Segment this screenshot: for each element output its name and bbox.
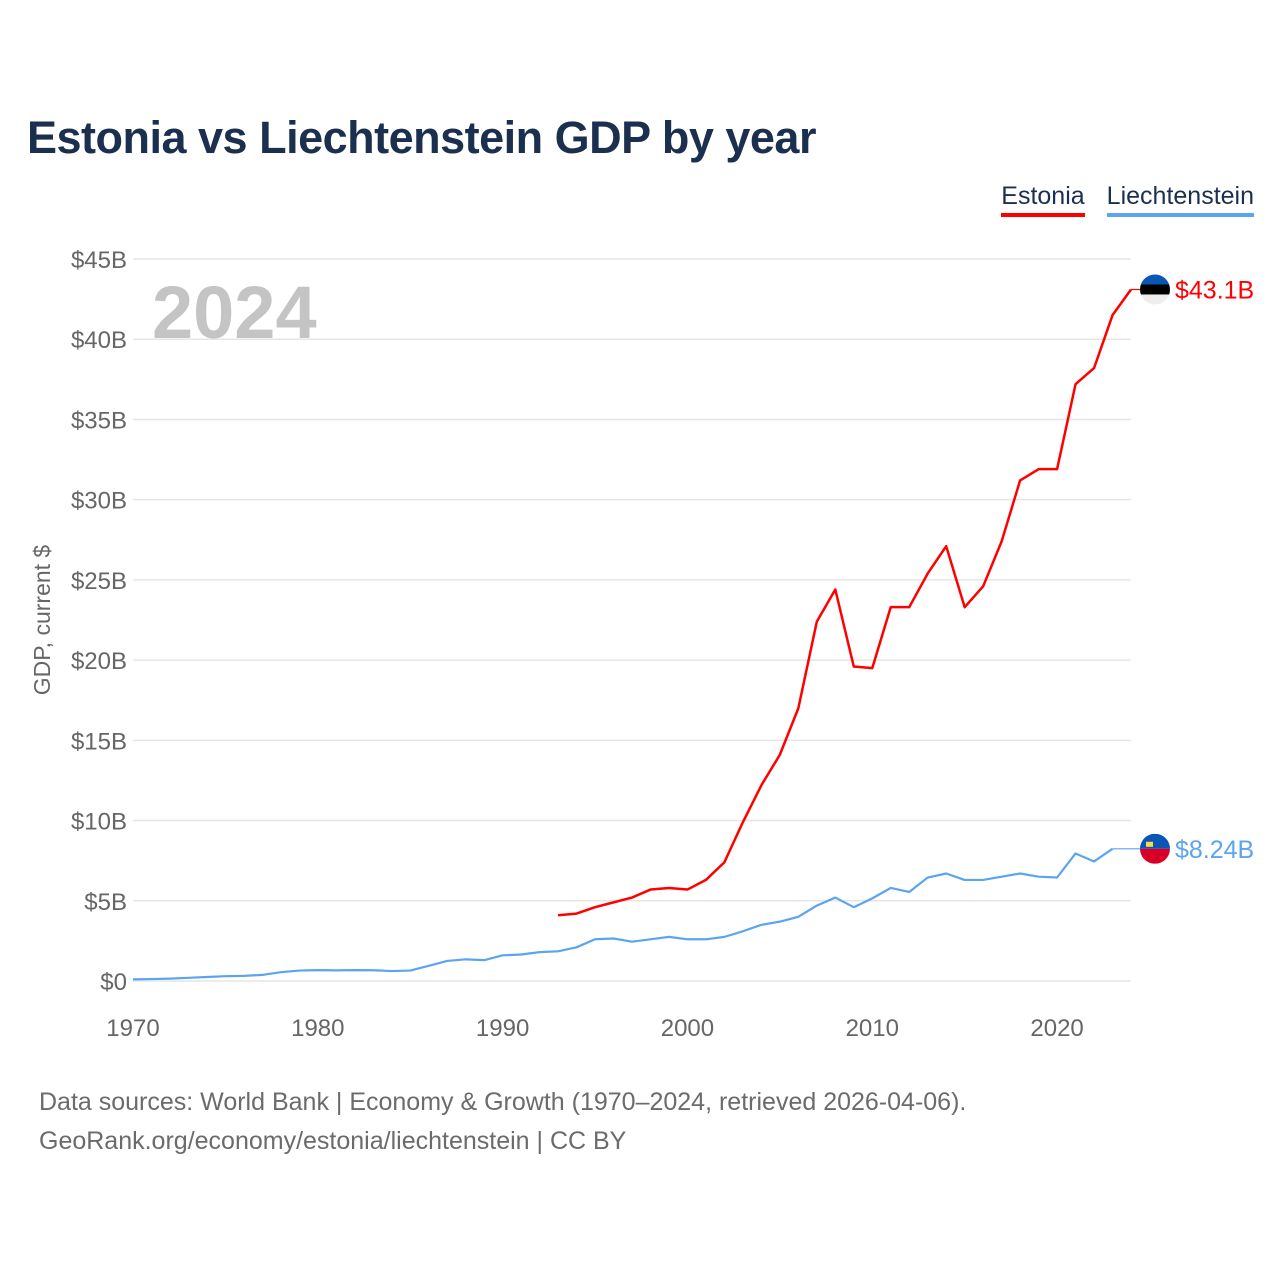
footer-link[interactable]: GeoRank.org/economy/estonia/liechtenstei… bbox=[39, 1127, 627, 1155]
y-axis-label: GDP, current $ bbox=[29, 545, 55, 696]
y-tick-label: $10B bbox=[71, 809, 127, 836]
estonia-flag-icon bbox=[1140, 274, 1170, 305]
end-value-label-estonia: $43.1B bbox=[1175, 276, 1254, 304]
end-value-label-liechtenstein: $8.24B bbox=[1175, 836, 1254, 864]
y-tick-label: $25B bbox=[71, 568, 127, 595]
y-tick-label: $0 bbox=[100, 969, 127, 996]
x-tick-label: 1990 bbox=[476, 1015, 529, 1042]
x-tick-label: 2000 bbox=[661, 1015, 714, 1042]
x-tick-label: 2020 bbox=[1030, 1015, 1083, 1042]
y-tick-label: $40B bbox=[71, 327, 127, 354]
y-tick-label: $20B bbox=[71, 648, 127, 675]
x-tick-label: 1980 bbox=[291, 1015, 344, 1042]
legend-item-liechtenstein[interactable]: Liechtenstein bbox=[1106, 182, 1254, 217]
liechtenstein-flag-icon bbox=[1140, 833, 1170, 864]
legend: Estonia Liechtenstein bbox=[1001, 182, 1254, 217]
y-tick-label: $30B bbox=[71, 488, 127, 515]
x-tick-label: 2010 bbox=[846, 1015, 899, 1042]
series-line-liechtenstein bbox=[132, 847, 1114, 981]
y-tick-label: $5B bbox=[84, 889, 127, 916]
legend-item-estonia[interactable]: Estonia bbox=[1001, 182, 1085, 217]
chart-title: Estonia vs Liechtenstein GDP by year bbox=[27, 112, 816, 163]
y-tick-label: $35B bbox=[71, 407, 127, 434]
footer-sources: Data sources: World Bank | Economy & Gro… bbox=[39, 1088, 967, 1116]
series-line-estonia bbox=[557, 288, 1133, 917]
year-overlay: 2024 bbox=[152, 271, 317, 354]
y-tick-label: $15B bbox=[71, 728, 127, 755]
footer: Data sources: World Bank | Economy & Gro… bbox=[39, 1083, 966, 1161]
y-tick-label: $45B bbox=[71, 247, 127, 274]
x-tick-label: 1970 bbox=[106, 1015, 159, 1042]
